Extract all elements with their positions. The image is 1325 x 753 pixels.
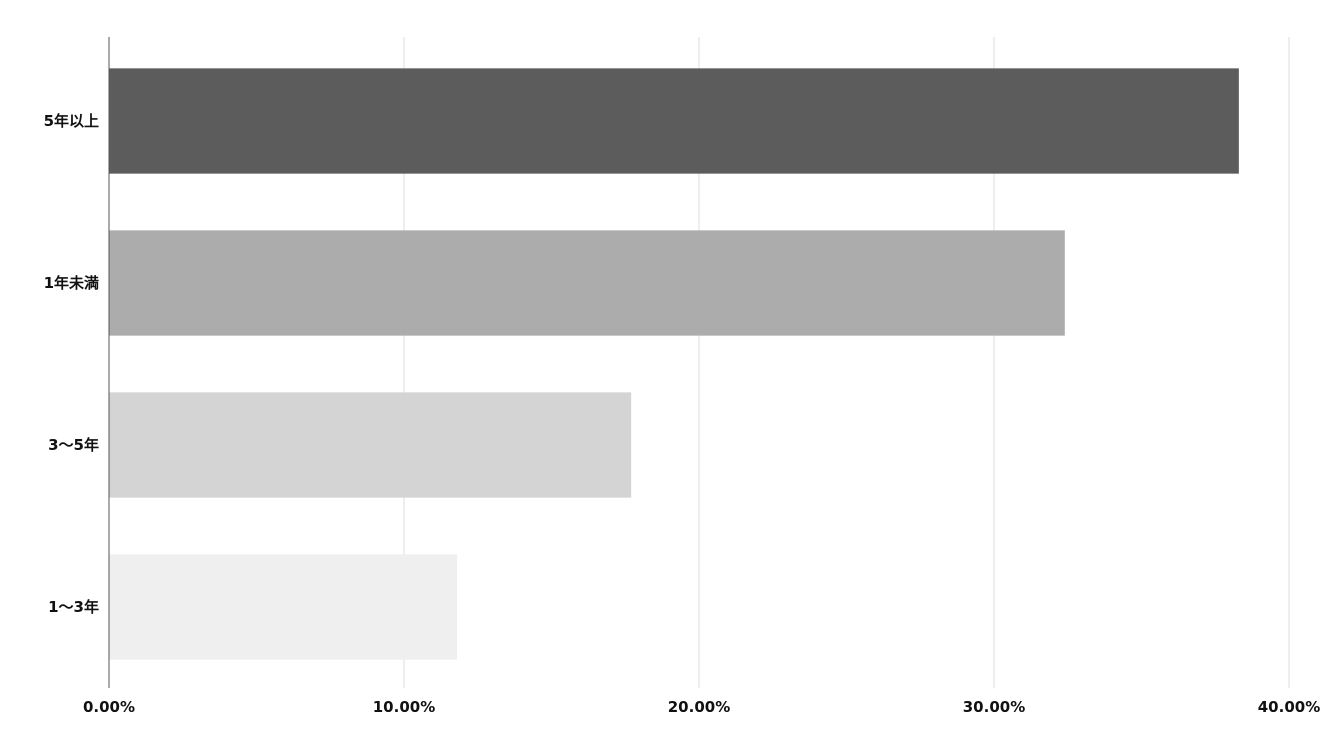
- category-label: 3〜5年: [48, 436, 99, 454]
- x-tick-label: 0.00%: [83, 698, 135, 716]
- x-tick-label: 20.00%: [668, 698, 730, 716]
- x-tick-label: 30.00%: [963, 698, 1025, 716]
- x-tick-label: 10.00%: [373, 698, 435, 716]
- bars: [109, 68, 1239, 660]
- category-labels: 5年以上 1年未満 3〜5年 1〜3年: [44, 112, 99, 616]
- category-label: 5年以上: [44, 112, 99, 130]
- bar: [109, 554, 458, 660]
- x-tick-label: 40.00%: [1258, 698, 1320, 716]
- x-tick-labels: 0.00% 10.00% 20.00% 30.00% 40.00%: [83, 698, 1320, 716]
- bar: [109, 392, 632, 498]
- category-label: 1年未満: [44, 274, 99, 292]
- bar: [109, 68, 1239, 174]
- category-label: 1〜3年: [48, 598, 99, 616]
- bar: [109, 230, 1065, 336]
